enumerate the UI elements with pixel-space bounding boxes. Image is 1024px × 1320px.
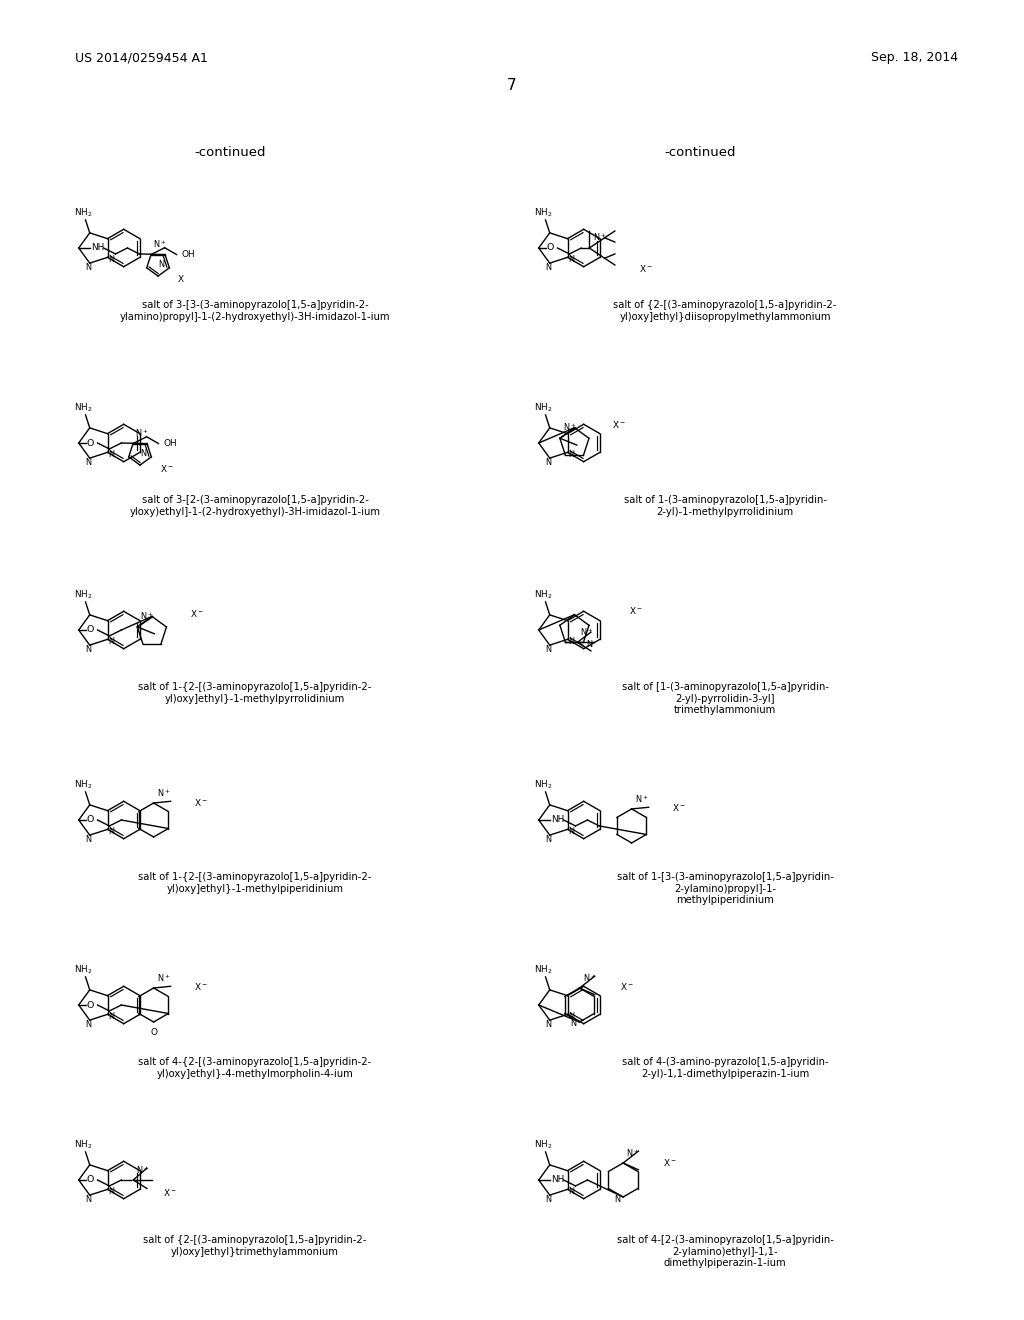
Text: salt of 1-{2-[(3-aminopyrazolo[1,5-a]pyridin-2-
yl)oxy]ethyl}-1-methylpiperidini: salt of 1-{2-[(3-aminopyrazolo[1,5-a]pyr… [138,873,372,894]
Text: X$^-$: X$^-$ [612,420,627,430]
Text: X$^-$: X$^-$ [664,1156,677,1167]
Text: N: N [140,449,146,458]
Text: N$^+$: N$^+$ [626,1147,640,1159]
Text: N$^+$: N$^+$ [157,787,170,799]
Text: -continued: -continued [195,145,266,158]
Text: O: O [87,1176,94,1184]
Text: X: X [178,275,184,284]
Text: -continued: -continued [665,145,736,158]
Text: N$^+$: N$^+$ [593,231,607,243]
Text: O: O [151,1028,157,1038]
Text: X$^-$: X$^-$ [194,982,208,993]
Text: N$^+$: N$^+$ [153,239,167,251]
Text: N: N [614,1195,621,1204]
Text: N$^+$: N$^+$ [135,428,148,440]
Text: NH$_2$: NH$_2$ [74,964,92,975]
Text: X$^-$: X$^-$ [160,463,174,474]
Text: N: N [546,263,552,272]
Text: OH: OH [164,440,177,447]
Text: N: N [85,458,91,467]
Text: N$^+$: N$^+$ [136,1164,150,1176]
Text: salt of 1-{2-[(3-aminopyrazolo[1,5-a]pyridin-2-
yl)oxy]ethyl}-1-methylpyrrolidin: salt of 1-{2-[(3-aminopyrazolo[1,5-a]pyr… [138,682,372,704]
Text: NH$_2$: NH$_2$ [74,401,92,414]
Text: N: N [546,834,552,843]
Text: N: N [108,828,114,837]
Text: salt of 4-[2-(3-aminopyrazolo[1,5-a]pyridin-
2-ylamino)ethyl]-1,1-
dimethylpiper: salt of 4-[2-(3-aminopyrazolo[1,5-a]pyri… [616,1236,834,1269]
Text: O: O [87,1001,94,1010]
Text: N$^+$: N$^+$ [563,421,577,433]
Text: NH: NH [551,814,564,824]
Text: N: N [85,834,91,843]
Text: 7: 7 [507,78,517,92]
Text: NH$_2$: NH$_2$ [534,401,552,414]
Text: O: O [87,438,94,447]
Text: salt of [1-(3-aminopyrazolo[1,5-a]pyridin-
2-yl)-pyrrolidin-3-yl]
trimethylammon: salt of [1-(3-aminopyrazolo[1,5-a]pyridi… [622,682,828,715]
Text: N: N [108,638,114,647]
Text: N$^+$: N$^+$ [140,610,154,622]
Text: N: N [108,450,114,459]
Text: N: N [568,1012,574,1022]
Text: X$^-$: X$^-$ [164,1187,177,1197]
Text: NH$_2$: NH$_2$ [534,206,552,219]
Text: N: N [108,1188,114,1196]
Text: N: N [546,644,552,653]
Text: N: N [108,255,114,264]
Text: N: N [85,263,91,272]
Text: salt of 4-{2-[(3-aminopyrazolo[1,5-a]pyridin-2-
yl)oxy]ethyl}-4-methylmorpholin-: salt of 4-{2-[(3-aminopyrazolo[1,5-a]pyr… [138,1057,372,1078]
Text: NH$_2$: NH$_2$ [534,964,552,975]
Text: NH$_2$: NH$_2$ [534,589,552,601]
Text: N: N [568,1188,574,1196]
Text: NH$_2$: NH$_2$ [74,779,92,791]
Text: N$^+$: N$^+$ [157,973,170,983]
Text: N: N [568,255,574,264]
Text: NH$_2$: NH$_2$ [74,589,92,601]
Text: salt of 1-[3-(3-aminopyrazolo[1,5-a]pyridin-
2-ylamino)propyl]-1-
methylpiperidi: salt of 1-[3-(3-aminopyrazolo[1,5-a]pyri… [616,873,834,906]
Text: N: N [568,450,574,459]
Text: salt of 4-(3-amino-pyrazolo[1,5-a]pyridin-
2-yl)-1,1-dimethylpiperazin-1-ium: salt of 4-(3-amino-pyrazolo[1,5-a]pyridi… [622,1057,828,1078]
Text: salt of {2-[(3-aminopyrazolo[1,5-a]pyridin-2-
yl)oxy]ethyl}diisopropylmethylammo: salt of {2-[(3-aminopyrazolo[1,5-a]pyrid… [613,300,837,322]
Text: N: N [568,638,574,647]
Text: NH: NH [551,1175,564,1184]
Text: N: N [570,1019,577,1028]
Text: O: O [87,626,94,635]
Text: salt of 3-[2-(3-aminopyrazolo[1,5-a]pyridin-2-
yloxy)ethyl]-1-(2-hydroxyethyl)-3: salt of 3-[2-(3-aminopyrazolo[1,5-a]pyri… [129,495,381,516]
Text: X$^-$: X$^-$ [672,803,685,813]
Text: N$^+$: N$^+$ [583,973,596,983]
Text: OH: OH [181,249,196,259]
Text: NH$_2$: NH$_2$ [74,1138,92,1151]
Text: N: N [587,640,593,649]
Text: O: O [87,816,94,825]
Text: N$^+$: N$^+$ [635,793,648,805]
Text: salt of 3-[3-(3-aminopyrazolo[1,5-a]pyridin-2-
ylamino)propyl]-1-(2-hydroxyethyl: salt of 3-[3-(3-aminopyrazolo[1,5-a]pyri… [120,300,390,322]
Text: N: N [546,1019,552,1028]
Text: N: N [546,1195,552,1204]
Text: N$^+$: N$^+$ [581,627,594,639]
Text: X$^-$: X$^-$ [630,605,643,615]
Text: N: N [85,644,91,653]
Text: NH$_2$: NH$_2$ [534,779,552,791]
Text: X$^-$: X$^-$ [189,609,204,619]
Text: N: N [568,828,574,837]
Text: NH$_2$: NH$_2$ [74,206,92,219]
Text: X$^-$: X$^-$ [194,796,208,808]
Text: N: N [158,260,164,269]
Text: Sep. 18, 2014: Sep. 18, 2014 [870,51,958,65]
Text: X$^-$: X$^-$ [639,263,653,273]
Text: N: N [85,1019,91,1028]
Text: X$^-$: X$^-$ [620,982,634,993]
Text: O: O [547,243,554,252]
Text: N: N [546,458,552,467]
Text: salt of 1-(3-aminopyrazolo[1,5-a]pyridin-
2-yl)-1-methylpyrrolidinium: salt of 1-(3-aminopyrazolo[1,5-a]pyridin… [624,495,826,516]
Text: NH: NH [91,243,103,252]
Text: N: N [85,1195,91,1204]
Text: US 2014/0259454 A1: US 2014/0259454 A1 [75,51,208,65]
Text: N: N [108,1012,114,1022]
Text: NH$_2$: NH$_2$ [534,1138,552,1151]
Text: salt of {2-[(3-aminopyrazolo[1,5-a]pyridin-2-
yl)oxy]ethyl}trimethylammonium: salt of {2-[(3-aminopyrazolo[1,5-a]pyrid… [143,1236,367,1257]
